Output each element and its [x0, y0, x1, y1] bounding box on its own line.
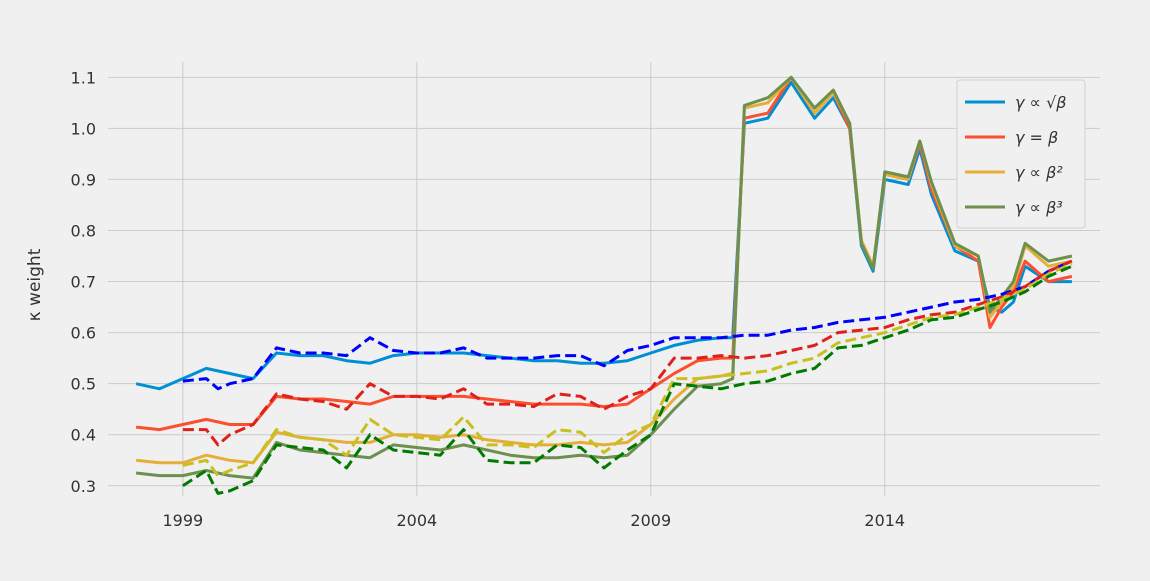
y-tick-label: 1.1 — [71, 68, 96, 87]
y-tick-label: 0.5 — [71, 375, 96, 394]
series-line-8 — [182, 264, 1073, 495]
y-tick-label: 0.8 — [71, 221, 96, 240]
legend-label: γ = β — [1015, 128, 1058, 147]
y-tick-label: 0.7 — [71, 273, 96, 292]
series-line-4 — [135, 75, 1073, 480]
y-tick-label: 0.3 — [71, 477, 96, 496]
series-lines — [135, 75, 1073, 495]
x-tick-label: 2009 — [630, 511, 671, 530]
series-line-1 — [135, 80, 1072, 391]
series-line-6 — [182, 259, 1073, 447]
y-tick-label: 0.6 — [71, 324, 96, 343]
series-line-7 — [182, 262, 1073, 478]
legend-label: γ ∝ β² — [1015, 163, 1063, 182]
y-tick-label: 1.0 — [71, 119, 96, 138]
chart-background — [5, 5, 1145, 572]
y-tick-label: 0.9 — [71, 170, 96, 189]
axes: 0.3 0.4 0.5 0.6 0.7 0.8 0.9 1.0 1.1 1999 2004 2009 2… — [71, 68, 906, 530]
y-tick-label: 0.4 — [71, 426, 96, 445]
series-line-5 — [182, 259, 1073, 391]
x-tick-label: 2014 — [864, 511, 905, 530]
legend-box — [956, 79, 1086, 229]
x-tick-label: 1999 — [163, 511, 204, 530]
grid — [108, 62, 1100, 496]
legend-label: γ ∝ √β — [1015, 93, 1066, 112]
legend: γ ∝ √β γ = β γ ∝ β² γ ∝ β³ — [956, 79, 1086, 229]
y-axis-title: κ weight — [25, 248, 45, 321]
legend-label: γ ∝ β³ — [1015, 198, 1063, 217]
x-tick-label: 2004 — [396, 511, 437, 530]
